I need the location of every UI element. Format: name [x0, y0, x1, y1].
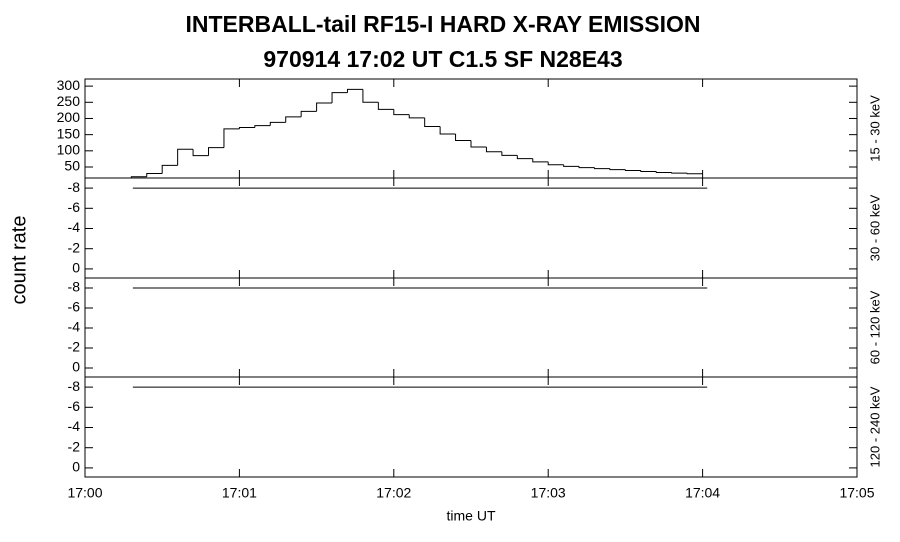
x-tick-label: 17:01 — [222, 485, 257, 501]
histogram-step — [671, 172, 688, 174]
y-tick-label: -8 — [68, 279, 81, 295]
histogram-step — [424, 117, 441, 128]
y-tick-label: 150 — [57, 125, 81, 141]
panel-right-label: 15 - 30 keV — [867, 95, 882, 162]
y-tick-label: 0 — [72, 359, 80, 375]
y-tick-label: -6 — [68, 299, 81, 315]
histogram-step — [285, 116, 302, 123]
x-axis-label: time UT — [447, 508, 496, 524]
histogram-step — [393, 109, 410, 116]
histogram-step — [177, 148, 194, 166]
histogram-step — [316, 102, 333, 112]
y-tick-label: 300 — [57, 77, 81, 93]
chart-title: INTERBALL-tail RF15-I HARD X-RAY EMISSIO… — [186, 11, 701, 37]
panel-frame — [84, 177, 858, 279]
y-tick-label: 0 — [72, 260, 80, 276]
x-tick-label: 17:03 — [531, 485, 566, 501]
histogram-step — [377, 102, 394, 110]
y-tick-label: -4 — [68, 219, 81, 235]
y-tick-label: 100 — [57, 142, 81, 158]
y-tick-label: -8 — [68, 179, 81, 195]
histogram-step — [470, 140, 487, 148]
panel-right-label: 120 - 240 keV — [867, 386, 882, 467]
y-tick-label: 0 — [72, 459, 80, 475]
panel-frame — [84, 376, 858, 478]
x-tick-label: 17:02 — [376, 485, 411, 501]
histogram-step — [655, 171, 672, 173]
histogram-step — [563, 164, 580, 167]
y-tick-label: -8 — [68, 378, 81, 394]
panel-frame — [84, 78, 858, 179]
y-tick-label: -6 — [68, 398, 81, 414]
x-tick-label: 17:05 — [839, 485, 874, 501]
histogram-step — [594, 167, 610, 170]
y-tick-label: -4 — [68, 319, 81, 335]
histogram-step — [238, 127, 255, 129]
y-tick-label: 50 — [64, 158, 80, 174]
y-tick-label: -2 — [68, 239, 81, 255]
histogram-step — [501, 151, 518, 156]
panel-right-label: 30 - 60 keV — [867, 194, 882, 261]
histogram-step — [208, 147, 224, 156]
histogram-step — [161, 164, 178, 174]
histogram-step — [408, 114, 425, 119]
x-tick-label: 17:04 — [685, 485, 720, 501]
histogram-step — [686, 173, 703, 175]
chart-subtitle: 970914 17:02 UT C1.5 SF N28E43 — [263, 46, 622, 72]
histogram-step — [578, 166, 595, 169]
histogram-step — [223, 128, 240, 148]
y-tick-label: 200 — [57, 109, 81, 125]
y-tick-label: -2 — [68, 339, 81, 355]
histogram-step — [192, 149, 209, 157]
histogram-step — [640, 170, 657, 173]
y-tick-label: 250 — [57, 93, 81, 109]
histogram-step — [609, 168, 626, 171]
histogram-step — [346, 88, 363, 93]
panel-right-label: 60 - 120 keV — [867, 290, 882, 364]
histogram-step — [146, 172, 163, 177]
x-tick-label: 17:00 — [67, 485, 102, 501]
y-tick-label: -4 — [68, 418, 81, 434]
histogram-step — [254, 125, 271, 128]
histogram-step — [485, 146, 502, 153]
y-axis-label: count rate — [8, 216, 30, 305]
y-tick-label: -6 — [68, 199, 81, 215]
histogram-step — [516, 155, 533, 160]
histogram-step — [362, 89, 379, 103]
histogram-step — [532, 158, 549, 163]
histogram-step — [455, 134, 471, 141]
panel-frame — [84, 277, 858, 378]
histogram-step — [547, 161, 564, 166]
histogram-step — [624, 169, 641, 172]
histogram-step — [439, 126, 456, 135]
histogram-step — [300, 110, 317, 117]
histogram-step — [269, 121, 286, 126]
y-tick-label: -2 — [68, 438, 81, 454]
histogram-step — [331, 92, 348, 103]
